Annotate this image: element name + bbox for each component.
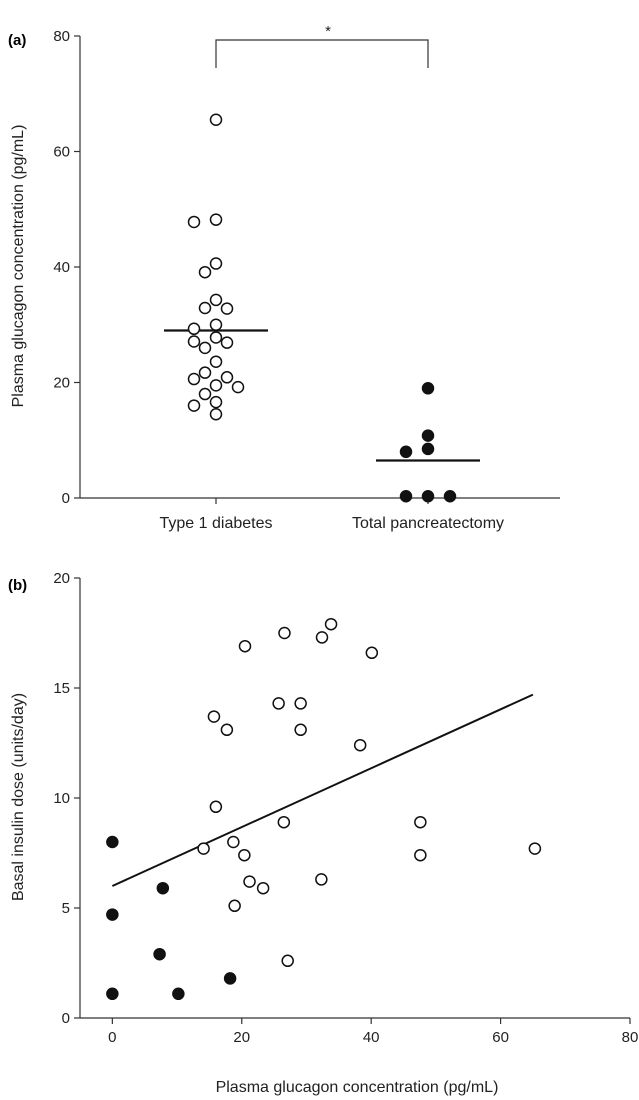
panel-b-points bbox=[106, 617, 542, 1001]
y-tick-label: 80 bbox=[53, 28, 70, 45]
data-point bbox=[256, 881, 270, 895]
data-point bbox=[209, 257, 223, 270]
panel-a-points bbox=[164, 113, 480, 503]
regression-line bbox=[111, 693, 534, 887]
panel-a-label: (a) bbox=[8, 32, 26, 49]
panel-b-label: (b) bbox=[8, 577, 27, 594]
data-point bbox=[278, 626, 291, 640]
panel-b-regression bbox=[111, 693, 534, 887]
data-point bbox=[365, 646, 379, 660]
panel-a-y-label: Plasma glucagon concentration (pg/mL) bbox=[10, 125, 27, 408]
data-point bbox=[198, 341, 212, 355]
data-point bbox=[324, 617, 338, 631]
data-point bbox=[443, 490, 457, 503]
data-point bbox=[106, 908, 119, 921]
data-point bbox=[198, 301, 212, 315]
data-point bbox=[399, 490, 413, 503]
data-point bbox=[421, 442, 435, 456]
category-label: Total pancreatectomy bbox=[352, 515, 504, 532]
data-point bbox=[223, 972, 237, 985]
data-point bbox=[153, 947, 166, 961]
data-point bbox=[198, 265, 212, 279]
significance-marker: * bbox=[325, 23, 331, 40]
y-tick-label: 20 bbox=[53, 375, 70, 392]
data-point bbox=[421, 429, 435, 442]
data-point bbox=[414, 848, 427, 862]
y-tick-label: 40 bbox=[53, 259, 70, 276]
data-point bbox=[227, 835, 240, 849]
data-point bbox=[421, 490, 435, 503]
data-point bbox=[220, 723, 234, 737]
data-point bbox=[209, 408, 223, 421]
panel-a-category-labels: Type 1 diabetes Total pancreatectomy bbox=[160, 498, 504, 532]
data-point bbox=[231, 380, 245, 394]
y-tick-label: 0 bbox=[62, 490, 70, 507]
data-point bbox=[209, 355, 223, 368]
data-point bbox=[238, 639, 252, 653]
data-point bbox=[209, 800, 223, 814]
panel-b-scatter: (b) Basal insulin dose (units/day) Plasm… bbox=[8, 570, 638, 1096]
data-point bbox=[220, 302, 234, 315]
panel-b-y-ticks: 0 5 10 15 20 bbox=[53, 570, 80, 1027]
data-point bbox=[353, 738, 367, 752]
x-tick-label: 0 bbox=[108, 1029, 116, 1046]
data-point bbox=[399, 445, 413, 459]
panel-a-significance-bracket: * bbox=[215, 23, 429, 68]
data-point bbox=[187, 335, 201, 348]
panel-b-x-ticks: 0 20 40 60 80 bbox=[108, 1018, 638, 1046]
panel-b-y-label: Basal insulin dose (units/day) bbox=[10, 693, 27, 901]
data-point bbox=[197, 842, 210, 855]
y-tick-label: 5 bbox=[62, 900, 70, 917]
data-point bbox=[198, 366, 212, 379]
data-point bbox=[209, 293, 223, 307]
data-point bbox=[207, 710, 221, 723]
data-point bbox=[277, 815, 291, 829]
data-point bbox=[187, 399, 201, 412]
y-tick-label: 0 bbox=[62, 1010, 70, 1027]
significance-bracket-line bbox=[215, 39, 429, 68]
category-label: Type 1 diabetes bbox=[160, 515, 273, 532]
data-point bbox=[281, 954, 294, 968]
data-point bbox=[187, 215, 201, 229]
data-point bbox=[238, 848, 251, 862]
data-point bbox=[209, 395, 223, 409]
data-point bbox=[220, 371, 234, 384]
data-point bbox=[414, 815, 427, 829]
y-tick-label: 60 bbox=[53, 144, 70, 161]
y-tick-label: 15 bbox=[53, 680, 70, 697]
panel-a-scatter: (a) Plasma glucagon concentration (pg/mL… bbox=[8, 23, 560, 532]
data-point bbox=[294, 697, 307, 710]
data-point bbox=[421, 382, 435, 395]
y-tick-label: 10 bbox=[53, 790, 70, 807]
data-point bbox=[220, 336, 234, 349]
data-point bbox=[528, 842, 542, 855]
data-point bbox=[106, 987, 119, 1001]
data-point bbox=[198, 387, 212, 401]
data-point bbox=[209, 113, 223, 126]
data-point bbox=[315, 631, 329, 644]
data-point bbox=[106, 835, 119, 849]
x-tick-label: 80 bbox=[622, 1029, 639, 1046]
data-point bbox=[243, 875, 256, 888]
data-point bbox=[228, 899, 241, 913]
data-point bbox=[172, 987, 185, 1001]
data-point bbox=[156, 881, 170, 895]
data-point bbox=[209, 213, 223, 226]
data-point bbox=[187, 322, 201, 336]
panel-b-x-label: Plasma glucagon concentration (pg/mL) bbox=[216, 1079, 499, 1096]
x-tick-label: 40 bbox=[363, 1029, 380, 1046]
data-point bbox=[209, 318, 223, 331]
data-point bbox=[209, 379, 223, 392]
data-point bbox=[315, 873, 328, 886]
panel-a-y-ticks: 0 20 40 60 80 bbox=[53, 28, 80, 507]
x-tick-label: 20 bbox=[233, 1029, 250, 1046]
x-tick-label: 60 bbox=[492, 1029, 509, 1046]
data-point bbox=[294, 723, 307, 737]
y-tick-label: 20 bbox=[53, 570, 70, 587]
data-point bbox=[187, 372, 201, 386]
data-point bbox=[272, 697, 285, 710]
data-point bbox=[209, 331, 223, 344]
